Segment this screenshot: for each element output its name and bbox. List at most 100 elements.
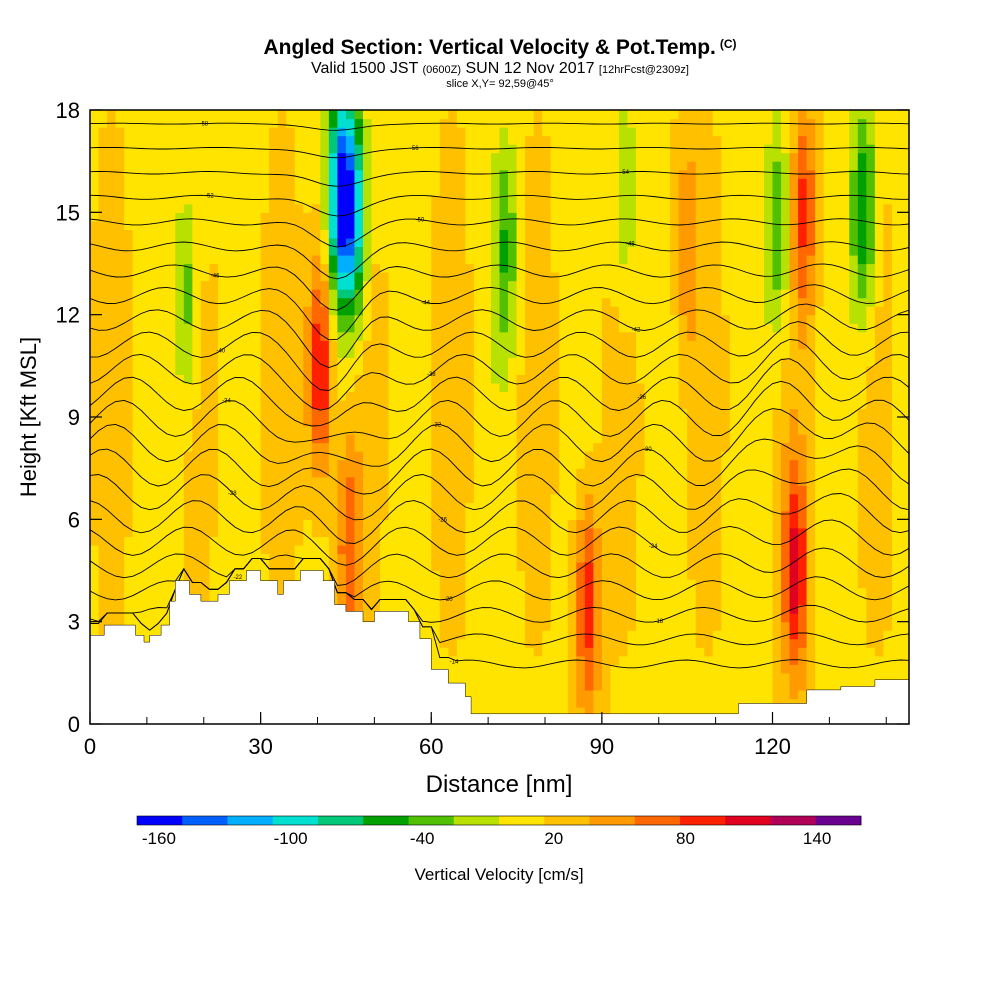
field-cell (363, 417, 373, 427)
field-cell (567, 186, 577, 196)
field-cell (320, 254, 330, 265)
field-cell (618, 519, 629, 529)
field-cell (473, 340, 484, 350)
field-cell (516, 681, 526, 691)
field-cell (252, 220, 262, 230)
field-cell (149, 536, 159, 546)
field-cell (235, 382, 245, 393)
field-cell (670, 144, 680, 154)
field-cell (584, 246, 594, 256)
field-cell (107, 434, 117, 444)
field-cell (542, 374, 552, 384)
field-cell (584, 468, 594, 478)
field-cell (235, 442, 245, 452)
field-cell (132, 587, 142, 597)
field-cell (567, 229, 577, 239)
field-cell (670, 229, 680, 239)
field-cell (465, 152, 475, 162)
field-cell (235, 161, 245, 171)
field-cell (499, 323, 509, 333)
field-cell (499, 510, 509, 520)
field-cell (380, 365, 390, 375)
field-cell (439, 212, 449, 222)
field-cell (508, 604, 518, 614)
field-cell (448, 451, 458, 461)
field-cell (533, 621, 543, 631)
field-cell (533, 399, 543, 410)
field-cell (610, 468, 620, 478)
field-cell (192, 510, 202, 520)
field-cell (311, 348, 321, 358)
field-cell (465, 399, 475, 410)
field-cell (618, 434, 629, 444)
field-cell (226, 229, 236, 239)
field-cell (516, 195, 526, 205)
field-cell (286, 544, 296, 555)
field-cell (584, 596, 594, 606)
field-cell (559, 485, 569, 495)
field-cell (286, 493, 296, 503)
field-cell (550, 442, 560, 452)
field-cell (636, 596, 646, 606)
field-cell (618, 127, 629, 137)
field-cell (636, 340, 646, 350)
field-cell (115, 553, 125, 563)
field-cell (363, 314, 373, 324)
field-cell (286, 382, 296, 393)
field-cell (439, 135, 449, 145)
field-cell (499, 314, 509, 324)
field-cell (226, 280, 236, 290)
field-cell (217, 169, 228, 179)
field-cell (235, 374, 245, 384)
field-cell (473, 254, 484, 265)
field-cell (286, 502, 296, 512)
field-cell (422, 263, 432, 273)
field-cell (542, 127, 552, 137)
field-cell (584, 434, 594, 444)
field-cell (405, 195, 415, 205)
field-cell (439, 519, 449, 529)
field-cell (576, 536, 586, 546)
field-cell (542, 596, 552, 606)
field-cell (627, 519, 637, 529)
field-cell (337, 220, 347, 230)
field-cell (226, 476, 236, 486)
field-cell (320, 553, 330, 563)
field-cell (618, 689, 629, 700)
field-cell (388, 604, 398, 614)
field-cell (277, 399, 287, 410)
field-cell (158, 357, 168, 367)
field-cell (311, 135, 321, 145)
field-cell (584, 442, 594, 452)
field-cell (107, 314, 117, 324)
field-cell (141, 476, 151, 486)
field-cell (593, 689, 603, 700)
field-cell (98, 169, 108, 179)
field-cell (320, 391, 330, 401)
field-cell (192, 348, 202, 358)
field-cell (653, 519, 663, 529)
field-cell (337, 485, 347, 495)
field-cell (311, 331, 321, 341)
field-cell (380, 280, 390, 290)
field-cell (141, 519, 151, 529)
field-cell (508, 570, 518, 580)
field-cell (175, 169, 185, 179)
field-cell (158, 186, 168, 196)
field-cell (303, 510, 313, 520)
field-cell (397, 118, 407, 128)
field-cell (422, 280, 432, 290)
field-cell (124, 579, 134, 589)
field-cell (337, 314, 347, 324)
field-cell (499, 417, 509, 427)
field-cell (473, 272, 484, 282)
field-cell (448, 476, 458, 486)
field-cell (414, 536, 424, 546)
field-cell (354, 408, 364, 418)
field-cell (644, 647, 654, 657)
field-cell (593, 135, 603, 145)
field-cell (482, 579, 492, 589)
field-cell (414, 476, 424, 486)
field-cell (508, 365, 518, 375)
